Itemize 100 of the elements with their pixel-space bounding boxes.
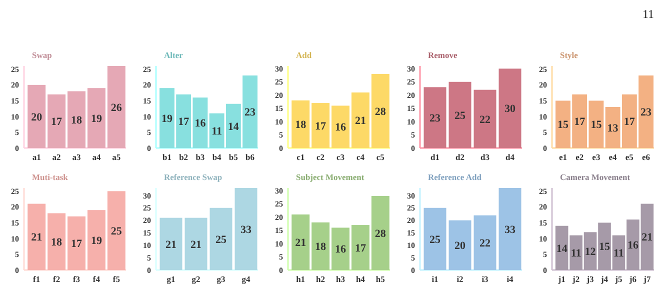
x-tick-label: e5	[625, 152, 634, 162]
data-label: 17	[315, 120, 327, 132]
x-tick-label: b2	[179, 152, 188, 162]
data-label: 17	[354, 242, 366, 254]
x-tick-label: b3	[196, 152, 205, 162]
bar	[351, 225, 370, 270]
bar	[87, 88, 106, 148]
x-tick-label: e1	[558, 152, 567, 162]
x-tick-label: f5	[112, 274, 120, 284]
chart-title: Swap	[32, 50, 52, 60]
x-tick-label: g1	[166, 274, 176, 284]
bar	[68, 216, 86, 270]
y-tick-label: 15	[11, 218, 19, 228]
data-label: 20	[31, 111, 43, 124]
bar	[498, 68, 522, 148]
chart-title: Muti-task	[32, 172, 68, 182]
chart-title: Style	[560, 50, 578, 60]
y-tick-label: 5	[411, 130, 415, 140]
data-label: 11	[212, 126, 222, 138]
y-tick-label: 0	[147, 144, 151, 153]
x-tick-label: j5	[614, 274, 622, 284]
x-tick-label: d1	[430, 152, 440, 162]
bar	[28, 204, 46, 270]
bar	[48, 213, 66, 270]
y-tick-label: 15	[407, 104, 415, 114]
data-label: 20	[454, 240, 466, 252]
y-tick-label: 0	[543, 144, 547, 153]
y-tick-label: 10	[11, 234, 19, 244]
data-label: 18	[71, 114, 82, 126]
data-label: 17	[178, 116, 190, 128]
data-label: 25	[216, 234, 227, 246]
bar	[210, 208, 232, 270]
y-tick-label: 5	[543, 250, 547, 260]
bar	[312, 222, 330, 270]
data-label: 16	[335, 122, 346, 134]
y-tick-label: 15	[143, 228, 151, 238]
y-tick-label: 5	[543, 128, 547, 138]
y-tick-label: 30	[407, 191, 415, 200]
y-tick-label: 0	[147, 266, 151, 275]
data-label: 23	[430, 112, 441, 124]
x-tick-label: j3	[586, 274, 594, 284]
x-tick-label: e6	[642, 152, 650, 162]
y-tick-label: 0	[279, 144, 283, 153]
y-tick-label: 30	[143, 191, 151, 200]
chart-title: Camera Movement	[560, 172, 630, 182]
y-tick-label: 10	[143, 240, 151, 250]
x-tick-label: b6	[246, 152, 255, 162]
bar	[424, 87, 446, 148]
chart-title: Alter	[164, 50, 184, 60]
bar	[160, 218, 182, 270]
data-label: 17	[71, 238, 82, 250]
x-tick-label: h4	[356, 274, 366, 284]
bar	[371, 74, 390, 148]
x-tick-label: h1	[296, 274, 306, 284]
y-tick-label: 10	[11, 112, 19, 122]
chart-title: Add	[296, 50, 312, 60]
bar	[87, 210, 106, 270]
bar	[184, 218, 208, 270]
x-tick-label: h2	[316, 274, 326, 284]
data-label: 21	[354, 115, 366, 128]
bar	[448, 82, 472, 148]
bar	[332, 106, 350, 148]
data-label: 21	[295, 237, 306, 250]
y-tick-label: 0	[543, 266, 547, 275]
data-label: 16	[627, 240, 639, 252]
data-label: 22	[480, 114, 491, 126]
bar	[292, 100, 310, 148]
x-tick-label: f2	[52, 274, 60, 284]
y-tick-label: 20	[407, 216, 415, 226]
bar	[351, 92, 370, 148]
x-tick-label: a1	[32, 152, 41, 162]
data-label: 21	[31, 232, 42, 244]
bar	[292, 214, 310, 270]
y-tick-label: 30	[275, 64, 283, 74]
y-tick-label: 25	[407, 78, 415, 87]
y-tick-label: 0	[15, 266, 19, 275]
y-tick-label: 20	[539, 80, 547, 90]
y-tick-label: 25	[539, 64, 547, 74]
x-tick-label: g3	[216, 274, 226, 284]
y-tick-label: 20	[407, 90, 415, 100]
x-tick-label: h3	[336, 274, 345, 284]
bar	[474, 215, 496, 270]
y-tick-label: 5	[279, 252, 283, 262]
data-label: 30	[504, 103, 516, 116]
bar	[498, 188, 522, 270]
x-tick-label: d3	[480, 152, 490, 162]
data-label: 25	[430, 234, 441, 246]
data-label: 21	[642, 232, 653, 244]
y-tick-label: 20	[539, 202, 547, 212]
y-tick-label: 5	[15, 128, 19, 138]
y-tick-label: 20	[11, 80, 19, 90]
x-tick-label: h5	[376, 274, 385, 284]
y-tick-label: 15	[407, 228, 415, 238]
x-tick-label: j1	[557, 274, 566, 284]
y-tick-label: 10	[143, 112, 151, 122]
chart-title: Reference Add	[428, 172, 482, 182]
data-label: 25	[454, 110, 466, 122]
bar	[28, 84, 46, 148]
chart-title: Subject Movement	[296, 172, 364, 182]
x-tick-label: i1	[432, 274, 438, 284]
